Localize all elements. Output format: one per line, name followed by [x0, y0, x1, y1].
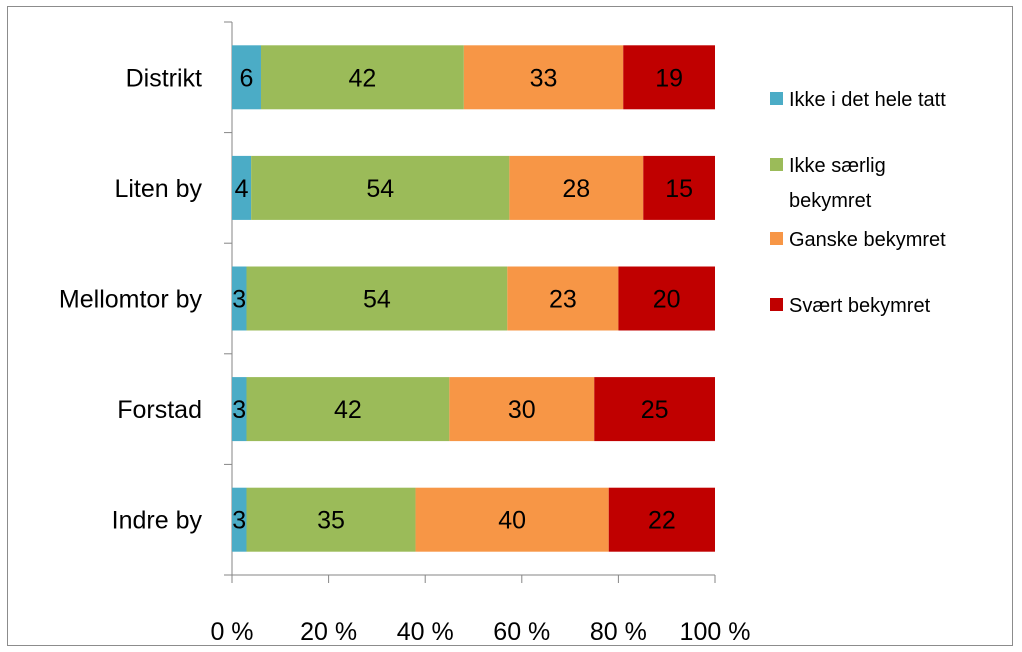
data-label: 54: [366, 175, 394, 203]
bar-segment: [507, 266, 619, 331]
x-tick-label: 60 %: [493, 618, 550, 646]
data-label: 20: [653, 286, 681, 314]
bar-segment: [449, 377, 595, 442]
x-tick-label: 100 %: [680, 618, 751, 646]
data-label: 3: [232, 286, 246, 314]
bar-segment: [415, 487, 609, 552]
bar-segment: [246, 266, 508, 331]
legend-swatch: [770, 158, 783, 171]
category-label: Forstad: [117, 396, 202, 424]
data-label: 33: [530, 64, 558, 92]
bar-segment: [618, 266, 715, 331]
data-label: 3: [232, 396, 246, 424]
legend-swatch: [770, 298, 783, 311]
bar-segment: [232, 266, 247, 331]
legend-label: Ganske bekymret: [789, 229, 946, 251]
data-label: 15: [665, 175, 693, 203]
data-label: 28: [562, 175, 590, 203]
bar-segment: [509, 155, 644, 220]
bar-segment: [251, 155, 510, 220]
category-label: Distrikt: [126, 64, 202, 92]
bar-segment: [232, 487, 247, 552]
data-label: 22: [648, 507, 676, 535]
x-tick-label: 0 %: [210, 618, 253, 646]
data-label: 19: [655, 64, 683, 92]
bar-segment: [643, 155, 715, 220]
data-label: 4: [235, 175, 249, 203]
data-label: 25: [641, 396, 669, 424]
data-label: 23: [549, 286, 577, 314]
data-label: 54: [363, 286, 391, 314]
legend-swatch: [770, 92, 783, 105]
legend-label: Ikke i det hele tatt: [789, 89, 946, 111]
data-label: 35: [317, 507, 345, 535]
data-label: 40: [498, 507, 526, 535]
legend-label: Svært bekymret: [789, 295, 931, 317]
category-label: Liten by: [114, 175, 202, 203]
data-label: 30: [508, 396, 536, 424]
data-label: 6: [240, 64, 254, 92]
data-label: 3: [232, 507, 246, 535]
bar-segment: [594, 377, 715, 442]
data-label: 42: [334, 396, 362, 424]
x-tick-label: 80 %: [590, 618, 647, 646]
bar-segment: [623, 45, 715, 110]
bar-segment: [232, 377, 247, 442]
category-label: Mellomtor by: [59, 286, 203, 314]
bar-segment: [246, 487, 416, 552]
bar-segment: [232, 45, 261, 110]
legend-swatch: [770, 232, 783, 245]
bar-segment: [260, 45, 464, 110]
x-tick-label: 40 %: [397, 618, 454, 646]
bar-segment: [232, 155, 252, 220]
legend-label: Ikke særlig: [789, 155, 886, 177]
bar-segment: [246, 377, 450, 442]
data-label: 42: [349, 64, 377, 92]
bar-segment: [608, 487, 715, 552]
bar-segment: [463, 45, 624, 110]
legend-label: bekymret: [789, 190, 872, 212]
category-label: Indre by: [112, 507, 203, 535]
x-tick-label: 20 %: [300, 618, 357, 646]
